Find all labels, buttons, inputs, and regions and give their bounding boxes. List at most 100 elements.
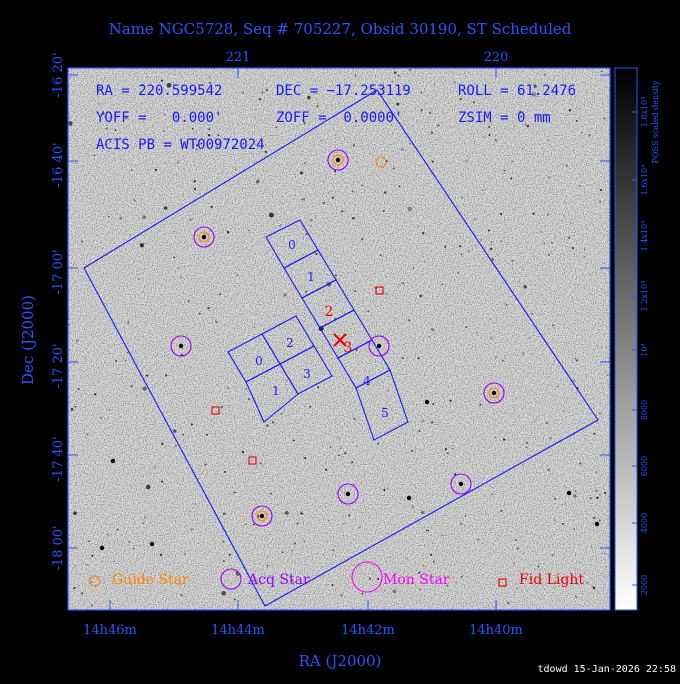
background-star	[574, 357, 577, 360]
y-tick-label: -17 20'	[51, 343, 66, 388]
background-star	[284, 511, 289, 515]
background-star	[473, 101, 475, 104]
background-star	[495, 139, 497, 141]
background-star	[465, 326, 468, 329]
background-star	[81, 592, 84, 595]
background-star	[154, 168, 158, 172]
background-star	[540, 230, 543, 233]
y-axis-title: Dec (J2000)	[19, 295, 37, 385]
background-star	[161, 79, 164, 82]
background-star	[460, 575, 463, 578]
background-star	[429, 111, 432, 115]
background-star	[85, 563, 88, 566]
background-star	[338, 437, 340, 439]
background-star	[420, 108, 423, 112]
background-star	[419, 294, 422, 298]
background-star	[154, 466, 156, 469]
top-tick-labels: 221 220	[226, 50, 509, 65]
background-star	[191, 127, 194, 130]
background-star	[537, 565, 540, 568]
background-star	[208, 128, 211, 131]
acq-star	[327, 149, 349, 171]
background-star	[203, 139, 206, 141]
background-star	[418, 571, 421, 574]
background-star	[255, 108, 257, 110]
background-star	[68, 121, 73, 126]
background-star	[408, 319, 411, 322]
background-star	[331, 196, 334, 199]
background-star	[494, 356, 497, 359]
background-star	[600, 70, 603, 73]
background-star	[562, 214, 565, 217]
background-star	[127, 322, 130, 324]
background-star	[317, 386, 320, 389]
background-star	[502, 359, 504, 362]
background-star	[452, 448, 454, 450]
background-star	[73, 587, 76, 589]
background-star	[588, 134, 591, 137]
background-star	[187, 299, 190, 302]
background-star	[578, 184, 581, 187]
background-star	[511, 267, 514, 269]
background-star	[227, 387, 229, 389]
background-star	[411, 450, 414, 452]
background-star	[233, 491, 236, 494]
fid-light	[211, 406, 220, 415]
background-star	[396, 102, 400, 106]
background-star	[102, 113, 105, 115]
background-star	[146, 374, 149, 377]
background-star	[190, 423, 193, 426]
background-star	[406, 558, 408, 560]
background-star	[406, 495, 412, 501]
background-star	[385, 293, 387, 295]
s-chip-label: 0	[288, 238, 296, 252]
s-chip-label: 1	[307, 270, 315, 284]
background-star	[173, 256, 176, 259]
background-star	[412, 267, 414, 269]
background-star	[241, 450, 244, 453]
background-star	[579, 462, 582, 465]
background-star	[500, 240, 503, 243]
fid-lights	[211, 286, 384, 465]
background-star	[494, 436, 497, 439]
background-star	[420, 91, 423, 94]
background-star	[74, 405, 77, 408]
colorbar-tick: 4000	[640, 513, 649, 533]
background-star	[178, 343, 184, 349]
background-star	[570, 222, 572, 224]
background-star	[194, 503, 197, 505]
legend-guide-label: Guide Star	[112, 572, 189, 588]
background-star	[446, 452, 449, 454]
background-star	[455, 582, 457, 584]
background-star	[259, 513, 265, 519]
background-star	[204, 463, 207, 466]
background-star	[461, 253, 463, 255]
background-star	[115, 359, 118, 362]
acis-i-array	[227, 315, 333, 423]
background-star	[519, 110, 522, 113]
background-star	[522, 352, 525, 355]
background-star	[392, 167, 395, 170]
background-star	[172, 429, 177, 433]
background-star	[437, 124, 440, 127]
background-star	[193, 180, 196, 183]
background-star	[430, 327, 435, 332]
background-star	[376, 343, 382, 349]
background-star	[354, 74, 357, 77]
background-star	[491, 493, 494, 496]
background-star	[553, 519, 555, 521]
background-star	[382, 210, 385, 212]
background-star	[581, 131, 583, 134]
background-star	[361, 184, 363, 187]
axis-ticks	[68, 68, 610, 610]
background-star	[598, 519, 601, 522]
guide-star	[332, 154, 344, 166]
background-star	[466, 160, 468, 162]
acq-star	[170, 335, 192, 357]
background-star	[592, 586, 594, 588]
background-star	[568, 236, 571, 240]
background-star	[525, 446, 528, 449]
background-star	[446, 584, 449, 587]
background-star	[444, 245, 447, 248]
background-star	[68, 349, 71, 352]
